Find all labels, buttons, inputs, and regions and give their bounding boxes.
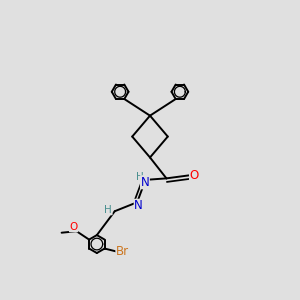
Text: O: O: [69, 222, 78, 232]
Text: N: N: [140, 176, 149, 189]
Text: O: O: [190, 169, 199, 182]
Text: Br: Br: [116, 245, 129, 258]
Text: H: H: [136, 172, 144, 182]
Text: H: H: [104, 205, 112, 215]
Text: N: N: [134, 199, 143, 212]
